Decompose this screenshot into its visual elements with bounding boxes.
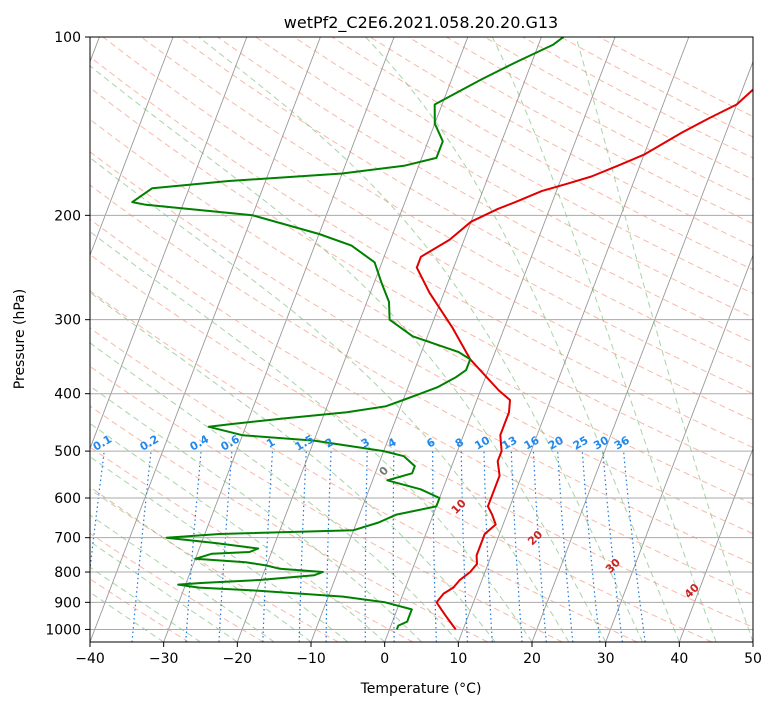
x-tick-label: −10 xyxy=(296,651,326,667)
y-tick-label: 400 xyxy=(54,387,81,403)
y-tick-label: 1000 xyxy=(45,622,81,638)
mixing-ratio-line xyxy=(262,451,274,642)
y-tick-label: 800 xyxy=(54,565,81,581)
mixing-ratio-line xyxy=(460,451,469,642)
isotherm-line xyxy=(90,37,174,257)
x-tick-label: 50 xyxy=(744,651,762,667)
dry-adiabat-line xyxy=(90,118,753,505)
moist-adiabat-line xyxy=(90,231,533,642)
x-tick-label: 20 xyxy=(523,651,541,667)
x-tick-label: −20 xyxy=(223,651,253,667)
moist-adiabat-line xyxy=(90,456,349,642)
isotherm-line xyxy=(605,253,753,642)
mixing-ratio-line xyxy=(602,451,623,642)
mixing-ratio-line xyxy=(298,451,307,642)
y-tick-label: 300 xyxy=(54,313,81,329)
moist-adiabat-line xyxy=(90,486,312,642)
y-axis: 100 200 300 400 500 600 700 800 900 1000 xyxy=(45,30,90,638)
isotherm-line xyxy=(90,37,248,450)
isotherm-line xyxy=(384,37,616,642)
moist-adiabat-line xyxy=(90,514,275,642)
moist-adiabat-line xyxy=(90,422,386,642)
isotherm-line xyxy=(236,37,469,642)
moist-adiabat-line xyxy=(90,591,164,642)
pressure-gridlines xyxy=(90,37,753,630)
mixing-ratio-line xyxy=(364,451,368,642)
mixing-ratio-line xyxy=(510,451,523,642)
dry-adiabat-line xyxy=(90,218,753,596)
x-tick-label: 30 xyxy=(597,651,615,667)
moist-adiabat-line xyxy=(90,566,201,642)
mixing-ratio-line xyxy=(90,451,105,575)
x-tick-label: −30 xyxy=(149,651,179,667)
x-tick-label: 40 xyxy=(670,651,688,667)
isotherm-line xyxy=(678,447,753,642)
y-tick-label: 900 xyxy=(54,595,81,611)
y-tick-label: 500 xyxy=(54,444,81,460)
moist-adiabat-line xyxy=(198,37,643,642)
y-tick-label: 100 xyxy=(54,30,81,46)
mixing-ratio-line xyxy=(483,451,493,642)
moist-adiabat-line xyxy=(90,291,496,642)
isotherm-line xyxy=(457,37,690,642)
mixing-ratio-line xyxy=(581,451,601,642)
y-tick-label: 600 xyxy=(54,491,81,507)
dry-adiabat-line xyxy=(90,446,414,642)
mixing-ratio-line xyxy=(185,451,202,642)
moist-adiabat-line xyxy=(575,37,753,642)
moist-adiabat-line xyxy=(365,37,680,642)
isotherm-line xyxy=(531,60,753,642)
mixing-ratio-line xyxy=(557,451,574,642)
moist-adiabat-line xyxy=(90,157,570,642)
mixing-ratio-line xyxy=(432,451,437,642)
dry-adiabat-line xyxy=(90,532,264,642)
x-axis-label: Temperature (°C) xyxy=(360,681,482,697)
y-tick-label: 700 xyxy=(54,531,81,547)
mixing-ratio-line xyxy=(131,451,152,642)
moist-adiabat-line xyxy=(90,385,422,642)
mixing-ratio-line xyxy=(218,451,233,642)
mixing-ratio-line xyxy=(325,451,332,642)
dry-adiabat-line xyxy=(90,151,753,535)
isotherm-line xyxy=(90,37,321,642)
background-lines xyxy=(90,37,753,642)
temperature-profile-line xyxy=(415,88,753,630)
x-axis: −40 −30 −20 −10 0 10 20 30 40 50 xyxy=(75,642,762,667)
profile-lines xyxy=(131,37,753,630)
mixing-ratio-line xyxy=(532,451,547,642)
dry-adiabat-line xyxy=(90,365,563,642)
y-tick-label: 200 xyxy=(54,208,81,224)
x-tick-label: −40 xyxy=(75,651,105,667)
dewpoint-profile-line xyxy=(131,37,565,630)
dry-adiabat-line xyxy=(179,37,753,369)
dry-adiabat-line xyxy=(90,488,339,642)
dry-adiabat-line xyxy=(90,405,488,642)
plot-frame xyxy=(89,36,754,643)
x-tick-label: 10 xyxy=(449,651,467,667)
chart-title: wetPf2_C2E6.2021.058.20.20.G13 xyxy=(284,13,558,33)
x-tick-label: 0 xyxy=(380,651,389,667)
moist-adiabat-line xyxy=(491,37,717,642)
y-axis-label: Pressure (hPa) xyxy=(12,289,28,389)
moist-adiabat-line xyxy=(90,540,238,642)
dry-adiabat-line xyxy=(90,253,753,628)
mixing-ratio-line xyxy=(623,451,646,642)
dry-adiabat-line xyxy=(90,56,753,449)
dry-adiabat-line xyxy=(90,87,753,477)
dry-adiabat-line xyxy=(293,37,753,294)
mixing-ratio-line xyxy=(392,451,395,642)
